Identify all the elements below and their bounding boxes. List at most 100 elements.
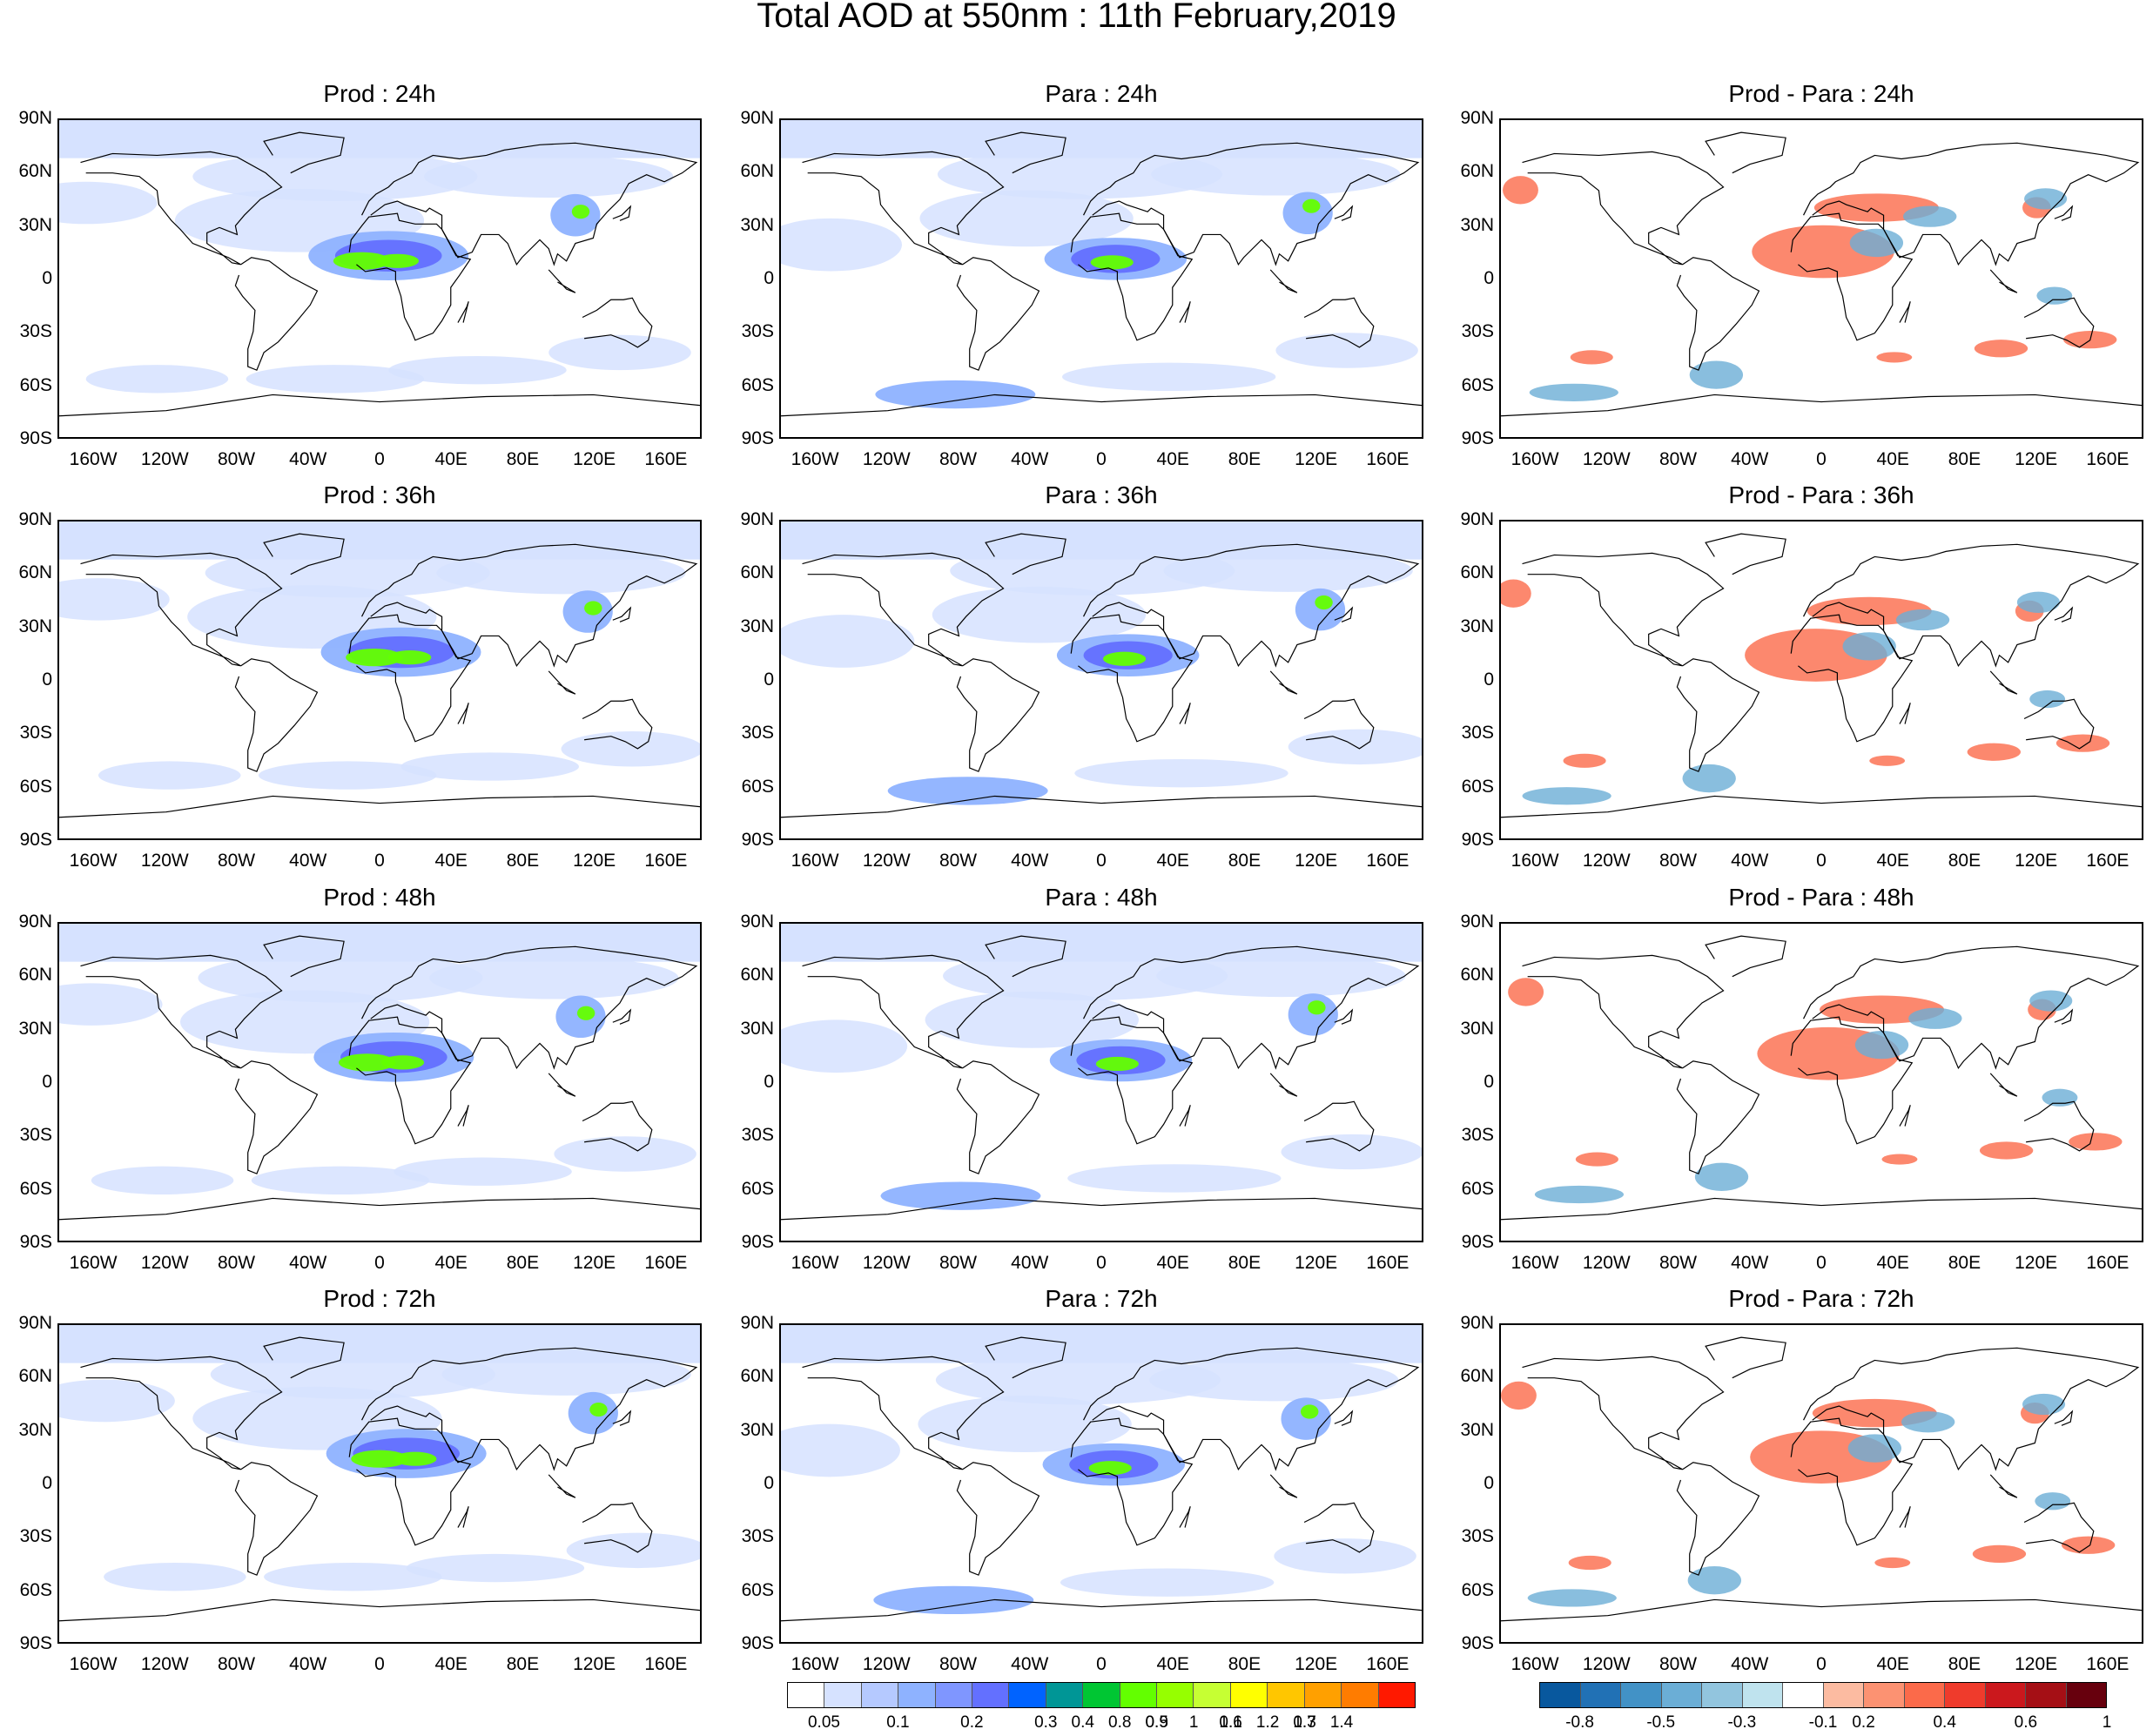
coastline: [59, 394, 700, 417]
positive-diff: [1979, 1141, 2034, 1160]
coastline: [956, 1462, 1040, 1576]
latitude-label: 90N: [18, 509, 52, 529]
latitude-label: 0: [42, 1072, 52, 1092]
longitude-label: 40E: [1156, 449, 1189, 469]
latitude-label: 30S: [741, 1526, 774, 1547]
coastline: [1790, 1417, 1914, 1546]
coastline: [1269, 1474, 1298, 1498]
colorbar-swatch: [1540, 1683, 1581, 1707]
panel-title: Para : 72h: [1045, 1285, 1158, 1312]
coastline: [1676, 1462, 1760, 1576]
coastline: [548, 269, 576, 293]
aerosol-plume: [258, 761, 437, 790]
latitude-label: 30S: [741, 723, 774, 744]
aod-colorbar: [787, 1682, 1416, 1708]
aerosol-plume: [59, 983, 163, 1026]
aerosol-plume: [59, 1379, 175, 1423]
positive-diff: [1967, 743, 2021, 761]
longitude-label: 120E: [573, 449, 616, 469]
aerosol-plume: [441, 1353, 691, 1396]
aerosol-plume: [1300, 1404, 1319, 1419]
longitude-label: 80E: [506, 1654, 540, 1674]
negative-diff: [1854, 1030, 1909, 1060]
aerosol-plume: [781, 615, 915, 668]
longitude-label: 80W: [939, 449, 978, 469]
longitude-label: 160W: [69, 851, 118, 871]
map-svg: [59, 1325, 700, 1622]
latitude-label: 30N: [740, 1018, 774, 1039]
latitude-label: 90S: [741, 428, 774, 448]
negative-diff: [2029, 690, 2066, 709]
longitude-label: 0: [1816, 851, 1827, 871]
aerosol-plume: [436, 551, 686, 595]
map-svg: [781, 521, 1422, 818]
latitude-label: 90S: [19, 1633, 52, 1653]
latitude-label: 60S: [1461, 1579, 1494, 1600]
longitude-label: 40W: [289, 449, 327, 469]
map-svg: [1501, 935, 2142, 1221]
colorbar-swatch: [861, 1683, 899, 1707]
coastline: [1676, 658, 1760, 772]
latitude-label: 90N: [740, 1313, 774, 1333]
longitude-label: 0: [374, 1654, 385, 1674]
coastline: [985, 1336, 1066, 1379]
coastline: [2054, 1410, 2074, 1426]
coastline: [2054, 1008, 2074, 1025]
aerosol-plume: [351, 1450, 408, 1468]
negative-diff: [2016, 591, 2060, 613]
aerosol-plume: [59, 181, 158, 225]
latitude-label: 30S: [19, 723, 52, 744]
longitude-label: 40E: [434, 851, 468, 871]
aerosol-plume: [1281, 1397, 1331, 1440]
aerosol-plume: [104, 1563, 246, 1591]
coastline: [1705, 1336, 1786, 1379]
colorbar-swatch: [1083, 1683, 1120, 1707]
longitude-label: 120E: [573, 851, 616, 871]
latitude-label: 30N: [1460, 1419, 1494, 1440]
latitude-label: 0: [1484, 1473, 1494, 1493]
positive-diff: [1508, 978, 1544, 1006]
latitude-label: 60S: [741, 1178, 774, 1199]
coastline: [1179, 703, 1191, 724]
latitude-label: 60N: [740, 1366, 774, 1387]
positive-diff: [1563, 753, 1606, 768]
latitude-label: 0: [1484, 1072, 1494, 1092]
positive-diff: [1974, 340, 2029, 358]
negative-diff: [1522, 787, 1611, 805]
colorbar-label: 0.4: [1071, 1713, 1094, 1732]
latitude-label: 30N: [1460, 214, 1494, 235]
coastline: [348, 212, 472, 341]
aerosol-plume: [338, 1053, 396, 1072]
latitude-label: 30S: [19, 321, 52, 342]
longitude-label: 120E: [1295, 1654, 1338, 1674]
coastline: [1522, 954, 1725, 1069]
longitude-label: 160E: [1366, 449, 1410, 469]
latitude-label: 30S: [19, 1526, 52, 1547]
longitude-label: 160E: [644, 1654, 688, 1674]
positive-diff: [2069, 1133, 2123, 1151]
latitude-label: 90N: [1460, 912, 1494, 932]
longitude-label: 40E: [434, 449, 468, 469]
colorbar-swatch: [1904, 1683, 1945, 1707]
map-svg: [1501, 533, 2142, 818]
longitude-label: 120E: [573, 1654, 616, 1674]
colorbar-swatch: [1304, 1683, 1342, 1707]
aerosol-plume: [388, 355, 567, 385]
positive-diff: [1874, 1557, 1911, 1569]
longitude-label: 120W: [140, 851, 189, 871]
negative-diff: [1527, 1589, 1617, 1607]
panel-title: Prod : 72h: [323, 1285, 436, 1312]
latitude-label: 90N: [1460, 509, 1494, 529]
coastline: [2023, 1100, 2095, 1152]
map-svg: [59, 120, 700, 417]
coastline: [781, 394, 1422, 417]
longitude-label: 80W: [1658, 851, 1698, 871]
coastline: [1676, 1060, 1760, 1174]
aerosol-plume: [1288, 729, 1422, 765]
latitude-label: 30S: [1461, 1125, 1494, 1146]
longitude-label: 160W: [1510, 449, 1559, 469]
aerosol-plume: [1308, 1000, 1326, 1015]
aerosol-plume: [1156, 954, 1406, 998]
coastline: [2054, 606, 2074, 622]
longitude-label: 40W: [1011, 1253, 1049, 1273]
